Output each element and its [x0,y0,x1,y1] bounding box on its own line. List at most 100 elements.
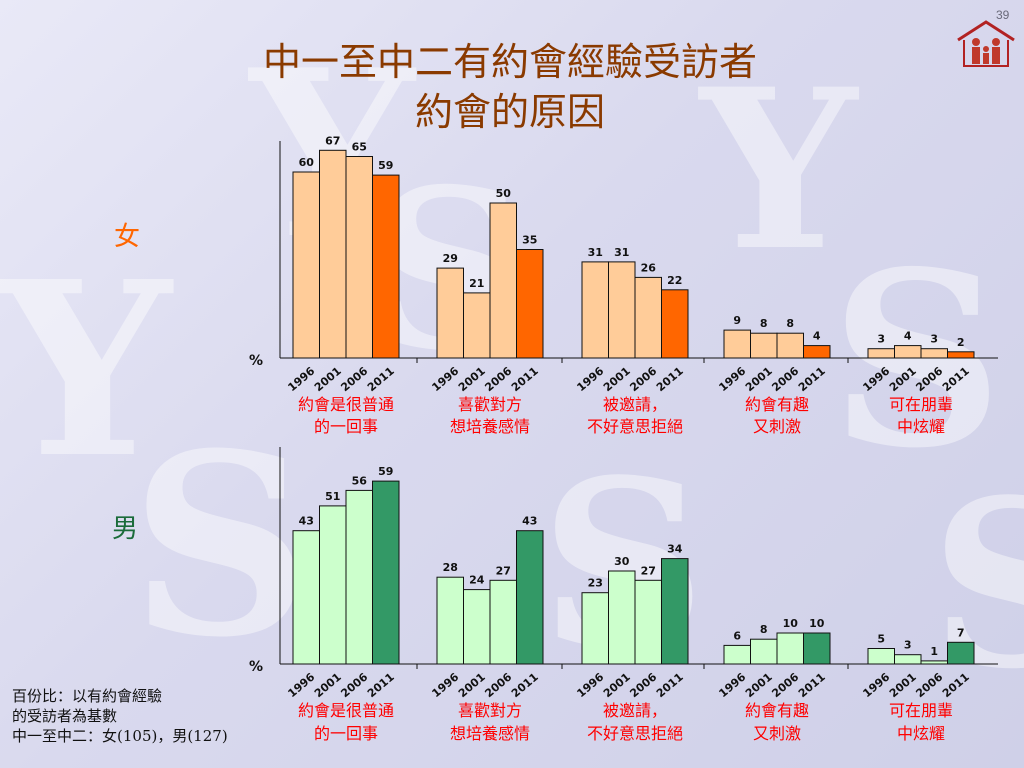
year-tick-label: 2006 [483,670,515,700]
bar-value-label: 26 [641,261,657,274]
year-tick-label: 2006 [770,670,802,700]
page-number: 39 [996,8,1010,22]
bar [292,171,320,359]
bar-value-label: 3 [877,333,885,346]
bar [803,632,831,665]
bar-value-label: 3 [930,333,938,346]
bar [292,530,320,665]
year-tick-label: 2001 [456,670,488,700]
bar [516,249,544,359]
bar [750,332,778,359]
category-label-line-1: 約會有趣 [745,701,809,720]
category-label-line-2: 又刺激 [753,724,801,743]
year-tick-label: 1996 [717,670,749,700]
category-label-line-2: 中炫耀 [897,724,945,743]
bar-value-label: 9 [733,314,741,327]
bar-value-label: 51 [325,490,340,503]
y-axis-unit-label: % [249,659,263,675]
year-tick-label: 2011 [796,670,828,700]
category-label-line-1: 可在朋輩 [889,701,953,720]
bar [894,654,922,665]
bar [436,576,464,665]
year-tick-label: 1996 [575,670,607,700]
category-label-line-2: 不好意思拒絕 [587,724,683,743]
bar-value-label: 4 [904,330,912,343]
year-tick-label: 2011 [654,670,686,700]
year-tick-label: 2011 [940,670,972,700]
category-label-line-2: 想培養感情 [450,417,530,436]
bar-value-label: 59 [378,159,393,172]
category-label-line-1: 約會是很普通 [298,395,394,414]
title-line-2: 約會的原因 [414,90,605,134]
bar-value-label: 31 [614,246,629,259]
bar [723,644,751,665]
bar-value-label: 22 [667,274,682,287]
bar-value-label: 27 [641,564,656,577]
bar [661,558,689,665]
bar-value-label: 10 [783,617,799,630]
bar [463,292,491,359]
year-tick-label: 1996 [430,670,462,700]
bar [803,345,831,359]
bar [634,579,662,665]
title-line-1: 中一至中二有約會經驗受訪者 [262,40,757,84]
category-label-line-2: 又刺激 [753,417,801,436]
bar-value-label: 29 [443,252,458,265]
bar [463,589,491,665]
year-tick-label: 2001 [743,670,775,700]
year-tick-label: 2001 [312,670,344,700]
bar-value-label: 10 [809,617,825,630]
bar-value-label: 21 [469,277,484,290]
bar [608,570,636,665]
footnote: 百份比：以有約會經驗 的受訪者為基數 中一至中二：女(105)，男(127) [12,686,228,746]
year-tick-label: 2001 [601,670,633,700]
bar-value-label: 28 [443,561,458,574]
year-tick-label: 2011 [509,670,541,700]
bar-value-label: 31 [588,246,603,259]
bar-value-label: 3 [904,639,912,652]
bar [947,641,975,665]
bar-value-label: 24 [469,574,485,587]
bar-value-label: 50 [496,187,512,200]
bar [947,351,975,359]
female-panel-label: 女 [114,222,141,252]
category-label-line-1: 約會有趣 [745,395,809,414]
bar [319,149,347,359]
bar-value-label: 30 [614,555,630,568]
bar-value-label: 4 [813,330,821,343]
category-label-line-2: 想培養感情 [450,724,530,743]
footnote-line-2: 的受訪者為基數 [12,707,118,725]
bar [661,289,689,359]
bar-value-label: 60 [299,156,315,169]
bar-value-label: 27 [496,564,511,577]
bar [345,156,373,359]
bar [489,579,517,665]
y-axis-unit-label: % [249,353,263,369]
bar [489,202,517,359]
bar-value-label: 67 [325,134,340,147]
bar-value-label: 43 [522,515,537,528]
bar-value-label: 65 [352,141,367,154]
footnote-line-3: 中一至中二：女(105)，男(127) [12,727,228,745]
bar [920,660,948,665]
category-label-line-1: 約會是很普通 [298,701,394,720]
category-label-line-1: 喜歡對方 [458,395,522,414]
bar [516,530,544,665]
bar [867,648,895,665]
footnote-line-1: 百份比：以有約會經驗 [12,687,163,705]
bar-value-label: 6 [733,629,741,642]
year-tick-label: 2006 [914,670,946,700]
bar [581,261,609,359]
year-tick-label: 2006 [339,670,371,700]
bar [776,632,804,665]
year-tick-label: 2011 [365,670,397,700]
category-label-line-2: 的一回事 [314,724,378,743]
bar [634,276,662,359]
bar-value-label: 7 [957,626,965,639]
category-label-line-2: 的一回事 [314,417,378,436]
male-panel-label: 男 [112,514,139,544]
bar [372,480,400,665]
category-label-line-1: 被邀請， [603,701,667,720]
